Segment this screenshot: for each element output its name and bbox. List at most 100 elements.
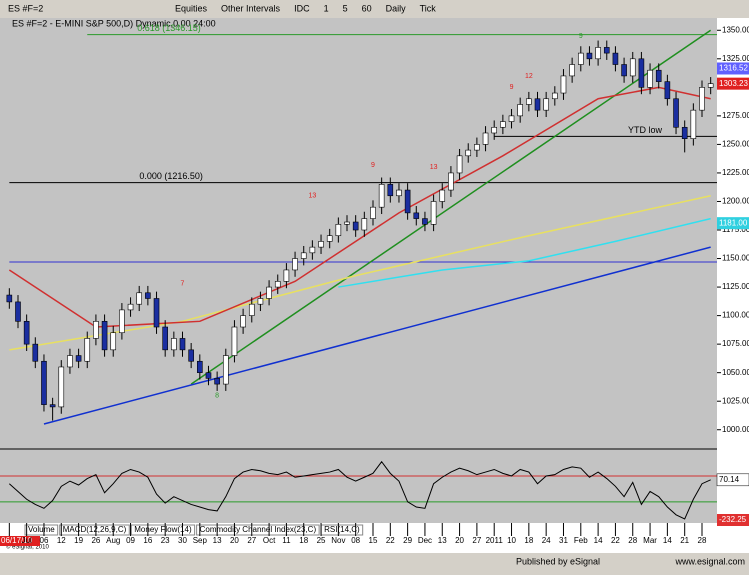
candle-body: [404, 189, 411, 214]
candle-body: [171, 338, 177, 351]
indicator-tab[interactable]: RSI(14,C): [324, 525, 360, 534]
toolbar-item[interactable]: 1: [324, 3, 329, 13]
x-tick-label: 09: [126, 536, 135, 545]
x-tick-label: 28: [628, 536, 637, 545]
y-tick-label: 1025.00: [722, 396, 749, 405]
candle-body: [595, 47, 601, 60]
toolbar-item[interactable]: 5: [343, 3, 348, 13]
x-tick-label: 13: [213, 536, 222, 545]
x-tick-label: 18: [524, 536, 533, 545]
y-tick-label: 1050.00: [722, 368, 749, 377]
candle-body: [508, 115, 515, 122]
x-tick-label: Feb: [574, 536, 588, 545]
toolbar-item[interactable]: Other Intervals: [221, 3, 281, 13]
candle-body: [145, 292, 151, 299]
toolbar-item[interactable]: Daily: [386, 3, 407, 13]
toolbar-item[interactable]: IDC: [294, 3, 310, 13]
candle-body: [396, 189, 402, 197]
x-tick-label: Nov: [331, 536, 345, 545]
candle-body: [655, 69, 662, 82]
candle-body: [309, 246, 316, 254]
candle-body: [110, 332, 117, 351]
url: www.esignal.com: [674, 556, 745, 566]
x-tick-label: 26: [91, 536, 100, 545]
candle-body: [136, 292, 143, 305]
x-tick-label: Aug: [106, 536, 120, 545]
candle-body: [370, 206, 376, 219]
candle-body: [153, 298, 160, 328]
toolbar: [0, 0, 749, 18]
candle-body: [699, 87, 705, 111]
count-label: 13: [308, 193, 316, 200]
candle-body: [6, 294, 13, 303]
x-tick-label: 06: [40, 536, 49, 545]
candle-body: [101, 321, 108, 351]
candle-body: [300, 252, 307, 259]
toolbar-item[interactable]: 60: [362, 3, 372, 13]
symbol[interactable]: ES #F=2: [8, 3, 43, 13]
date-axis: [0, 523, 749, 553]
price-tag-label: 1316.52: [719, 64, 748, 73]
candle-body: [318, 241, 324, 248]
indicator-tag-label: 70.14: [719, 475, 740, 484]
x-tick-label: 20: [455, 536, 464, 545]
x-tick-label: 19: [74, 536, 83, 545]
candle-body: [352, 221, 359, 231]
candle-body: [387, 184, 394, 197]
candle-body: [707, 83, 714, 88]
indicator-tab[interactable]: Commodity Channel Index(23,C): [200, 525, 317, 534]
candle-body: [413, 212, 420, 219]
x-tick-label: 31: [559, 536, 568, 545]
y-tick-label: 1150.00: [722, 254, 749, 263]
candle-body: [647, 69, 653, 88]
candle-body: [629, 58, 636, 77]
x-tick-label: 15: [369, 536, 378, 545]
toolbar-item[interactable]: Equities: [175, 3, 208, 13]
overlay-line: [9, 195, 711, 351]
x-tick-label: 22: [386, 536, 395, 545]
candle-body: [534, 98, 541, 111]
tab-border: [59, 524, 130, 536]
indicator-tab[interactable]: Money Flow(14): [134, 525, 192, 534]
candle-body: [49, 404, 56, 408]
y-tick-label: 1100.00: [722, 311, 749, 320]
copyright: © eSignal, 2010: [6, 544, 49, 551]
price-tag: [717, 77, 749, 90]
candle-body: [274, 281, 281, 288]
toolbar-item[interactable]: Tick: [420, 3, 437, 13]
candle-body: [75, 355, 82, 362]
candle-body: [32, 343, 39, 362]
tab-border: [24, 524, 59, 536]
indicator-tab[interactable]: MACD(12,26,9,C): [63, 525, 127, 534]
x-tick-label: 13: [438, 536, 447, 545]
candle-body: [603, 47, 610, 54]
count-label: 9: [371, 162, 375, 169]
candle-body: [84, 338, 91, 362]
candle-body: [569, 64, 575, 77]
candle-body: [127, 303, 134, 311]
y-tick-label: 1125.00: [722, 282, 749, 291]
level-label: YTD low: [628, 125, 663, 135]
level-label: 0.618 (1346.15): [137, 23, 201, 33]
candle-body: [119, 309, 125, 334]
x-tick-label: 14: [594, 536, 603, 545]
footer-bar: [0, 553, 749, 570]
candle-body: [67, 355, 73, 368]
y-tick-label: 1200.00: [722, 197, 749, 206]
candle-body: [482, 132, 489, 145]
candle-body: [681, 126, 688, 139]
candle-body: [58, 366, 65, 408]
candle-body: [240, 315, 246, 328]
candle-body: [586, 52, 593, 60]
y-tick-label: 1325.00: [722, 54, 749, 63]
overlay-line: [338, 217, 711, 288]
x-tick-label: 22: [611, 536, 620, 545]
x-tick-label: 2011: [486, 536, 504, 545]
candle-body: [465, 149, 472, 157]
candle-body: [248, 303, 255, 316]
candle-body: [222, 355, 229, 385]
indicator-tab[interactable]: Volume: [28, 525, 55, 534]
x-tick-label: 29: [403, 536, 412, 545]
candle-body: [422, 218, 428, 225]
